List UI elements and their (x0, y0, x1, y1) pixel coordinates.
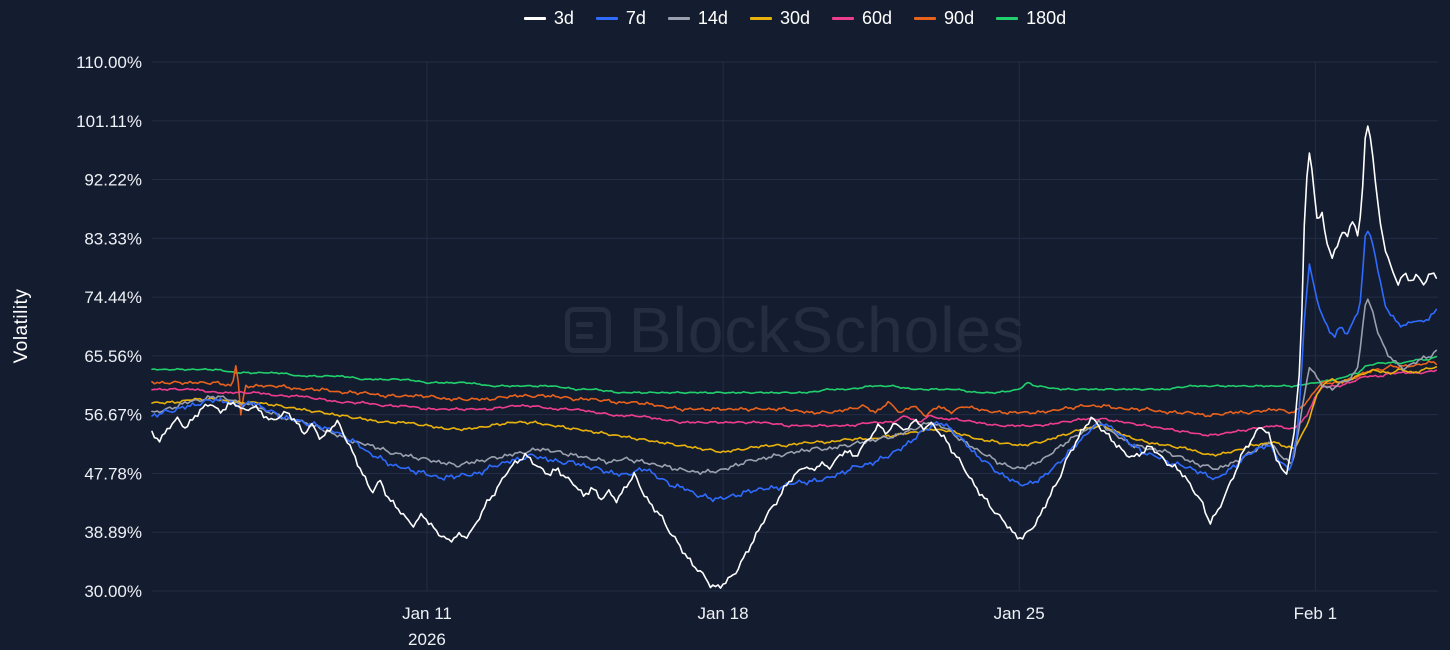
svg-text:65.56%: 65.56% (84, 347, 142, 366)
svg-text:30.00%: 30.00% (84, 582, 142, 601)
svg-text:56.67%: 56.67% (84, 406, 142, 425)
legend-swatch-7d (595, 17, 618, 20)
legend-swatch-30d (749, 17, 772, 20)
legend-swatch-60d (832, 17, 854, 20)
legend-swatch-3d (523, 17, 546, 20)
svg-text:83.33%: 83.33% (84, 229, 142, 248)
legend-item-30d[interactable]: 30d (749, 8, 810, 29)
svg-text:Jan 25: Jan 25 (994, 604, 1045, 623)
legend-swatch-14d (667, 17, 690, 20)
legend-swatch-90d (914, 17, 937, 20)
svg-text:Jan 18: Jan 18 (698, 604, 749, 623)
svg-text:Feb 1: Feb 1 (1294, 604, 1337, 623)
legend-item-90d[interactable]: 90d (914, 8, 974, 29)
series-line-60d (151, 369, 1438, 437)
legend-label-180d: 180d (1026, 8, 1067, 28)
svg-text:74.44%: 74.44% (84, 288, 142, 307)
legend-swatch-180d (996, 17, 1019, 20)
legend-item-180d[interactable]: 180d (996, 8, 1066, 29)
svg-text:47.78%: 47.78% (84, 464, 142, 483)
svg-text:Jan 11: Jan 11 (402, 604, 452, 623)
series-line-180d (151, 355, 1438, 395)
series-line-3d (151, 125, 1438, 589)
legend-label-7d: 7d (625, 8, 646, 28)
legend-item-7d[interactable]: 7d (595, 8, 646, 29)
legend-label-90d: 90d (944, 8, 975, 28)
series-line-14d (151, 298, 1438, 476)
legend-label-14d: 14d (697, 8, 728, 28)
legend-item-3d[interactable]: 3d (523, 8, 574, 29)
svg-text:38.89%: 38.89% (84, 523, 142, 542)
legend-label-30d: 30d (779, 8, 810, 28)
legend-label-3d: 3d (553, 8, 574, 28)
svg-text:110.00%: 110.00% (76, 53, 142, 72)
svg-text:92.22%: 92.22% (84, 171, 142, 190)
legend-item-14d[interactable]: 14d (667, 8, 728, 29)
legend: 3d 7d 14d 30d 60d 90d 180d (152, 8, 1438, 29)
legend-item-60d[interactable]: 60d (832, 8, 892, 29)
svg-text:101.11%: 101.11% (76, 112, 142, 131)
series-line-7d (151, 230, 1438, 503)
series-line-90d (151, 360, 1438, 418)
svg-text:2026: 2026 (408, 630, 446, 649)
legend-label-60d: 60d (862, 8, 893, 28)
series-line-30d (151, 366, 1438, 457)
